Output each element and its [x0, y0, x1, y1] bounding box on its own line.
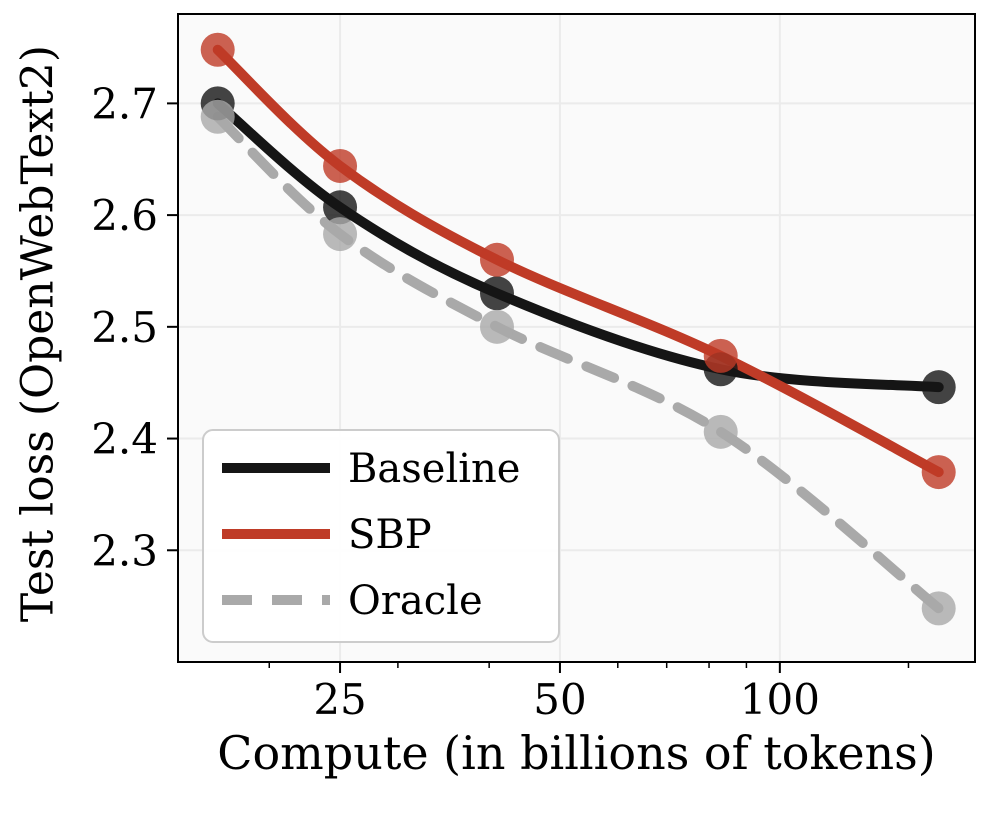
- data-point-baseline: [479, 276, 514, 311]
- y-tick-label: 2.3: [91, 526, 158, 575]
- legend-label-baseline: Baseline: [348, 446, 520, 492]
- y-tick-label: 2.6: [91, 191, 158, 240]
- x-axis-title: Compute (in billions of tokens): [217, 726, 936, 780]
- legend-label-sbp: SBP: [348, 512, 432, 558]
- legend: Baseline SBP Oracle: [202, 429, 560, 643]
- data-point-sbp: [479, 242, 514, 277]
- data-point-oracle: [703, 414, 738, 449]
- x-axis: 25 50 100: [268, 662, 910, 724]
- y-tick-label: 2.7: [91, 79, 158, 128]
- y-axis: 2.3 2.4 2.5 2.6 2.7: [91, 79, 178, 575]
- data-point-sbp: [200, 32, 235, 67]
- y-tick-label: 2.4: [91, 415, 158, 464]
- data-point-oracle: [323, 217, 358, 252]
- legend-box: [202, 429, 560, 643]
- data-point-sbp: [921, 455, 956, 490]
- x-tick-label: 50: [533, 675, 586, 724]
- series-markers: [200, 32, 956, 626]
- data-point-baseline: [921, 370, 956, 405]
- plot-frame: [177, 13, 976, 663]
- data-point-oracle: [200, 99, 235, 134]
- series-line-oracle: [212, 111, 944, 614]
- data-point-sbp: [323, 148, 358, 183]
- x-tick-label: 100: [740, 675, 820, 724]
- y-axis-title: Test loss (OpenWebText2): [12, 44, 64, 623]
- x-tick-label: 25: [313, 675, 366, 724]
- legend-label-oracle: Oracle: [348, 578, 483, 624]
- y-tick-label: 2.5: [91, 303, 158, 352]
- data-point-oracle: [479, 309, 514, 344]
- data-point-baseline: [323, 190, 358, 225]
- data-point-oracle: [921, 591, 956, 626]
- data-point-sbp: [703, 338, 738, 373]
